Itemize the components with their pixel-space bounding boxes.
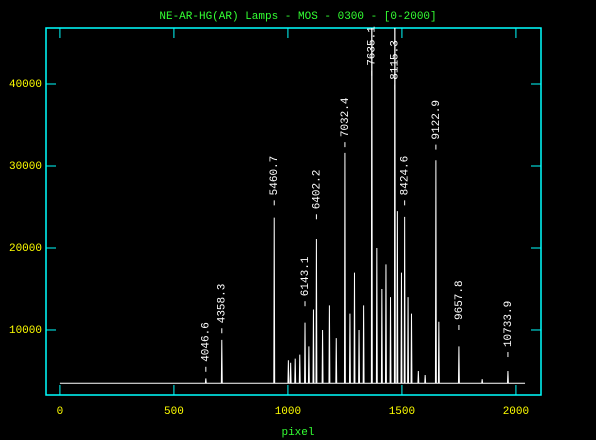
x-tick-label: 1000 [275, 406, 301, 418]
annotation: 10733.9 [503, 301, 515, 347]
spectrum-line [59, 28, 526, 384]
annotation: 6143.1 [300, 256, 312, 296]
y-tick-label: 30000 [9, 161, 42, 173]
x-tick-label: 500 [164, 406, 184, 418]
y-tick-label: 10000 [9, 325, 42, 337]
annotation: 8424.6 [400, 156, 412, 196]
annotation: 9657.8 [454, 280, 466, 320]
annotation: 9122.9 [431, 100, 443, 140]
y-tick-label: 20000 [9, 243, 42, 255]
annotation: 6402.2 [311, 170, 323, 210]
annotation: 7032.4 [340, 97, 352, 137]
x-tick-label: 1500 [389, 406, 415, 418]
chart-title: NE-AR-HG(AR) Lamps - MOS - 0300 - [0-200… [159, 11, 436, 23]
annotation: 4358.3 [217, 284, 229, 324]
plot-frame [45, 27, 542, 396]
x-tick-label: 2000 [503, 406, 529, 418]
annotation: 7635.1 [367, 26, 379, 66]
x-tick-label: 0 [57, 406, 64, 418]
plot-area [59, 28, 526, 384]
annotation: 5460.7 [269, 156, 281, 196]
annotation: 8115.3 [390, 40, 402, 80]
y-tick-label: 40000 [9, 79, 42, 91]
x-axis-label: pixel [281, 427, 314, 439]
annotation: 4046.6 [201, 322, 213, 362]
